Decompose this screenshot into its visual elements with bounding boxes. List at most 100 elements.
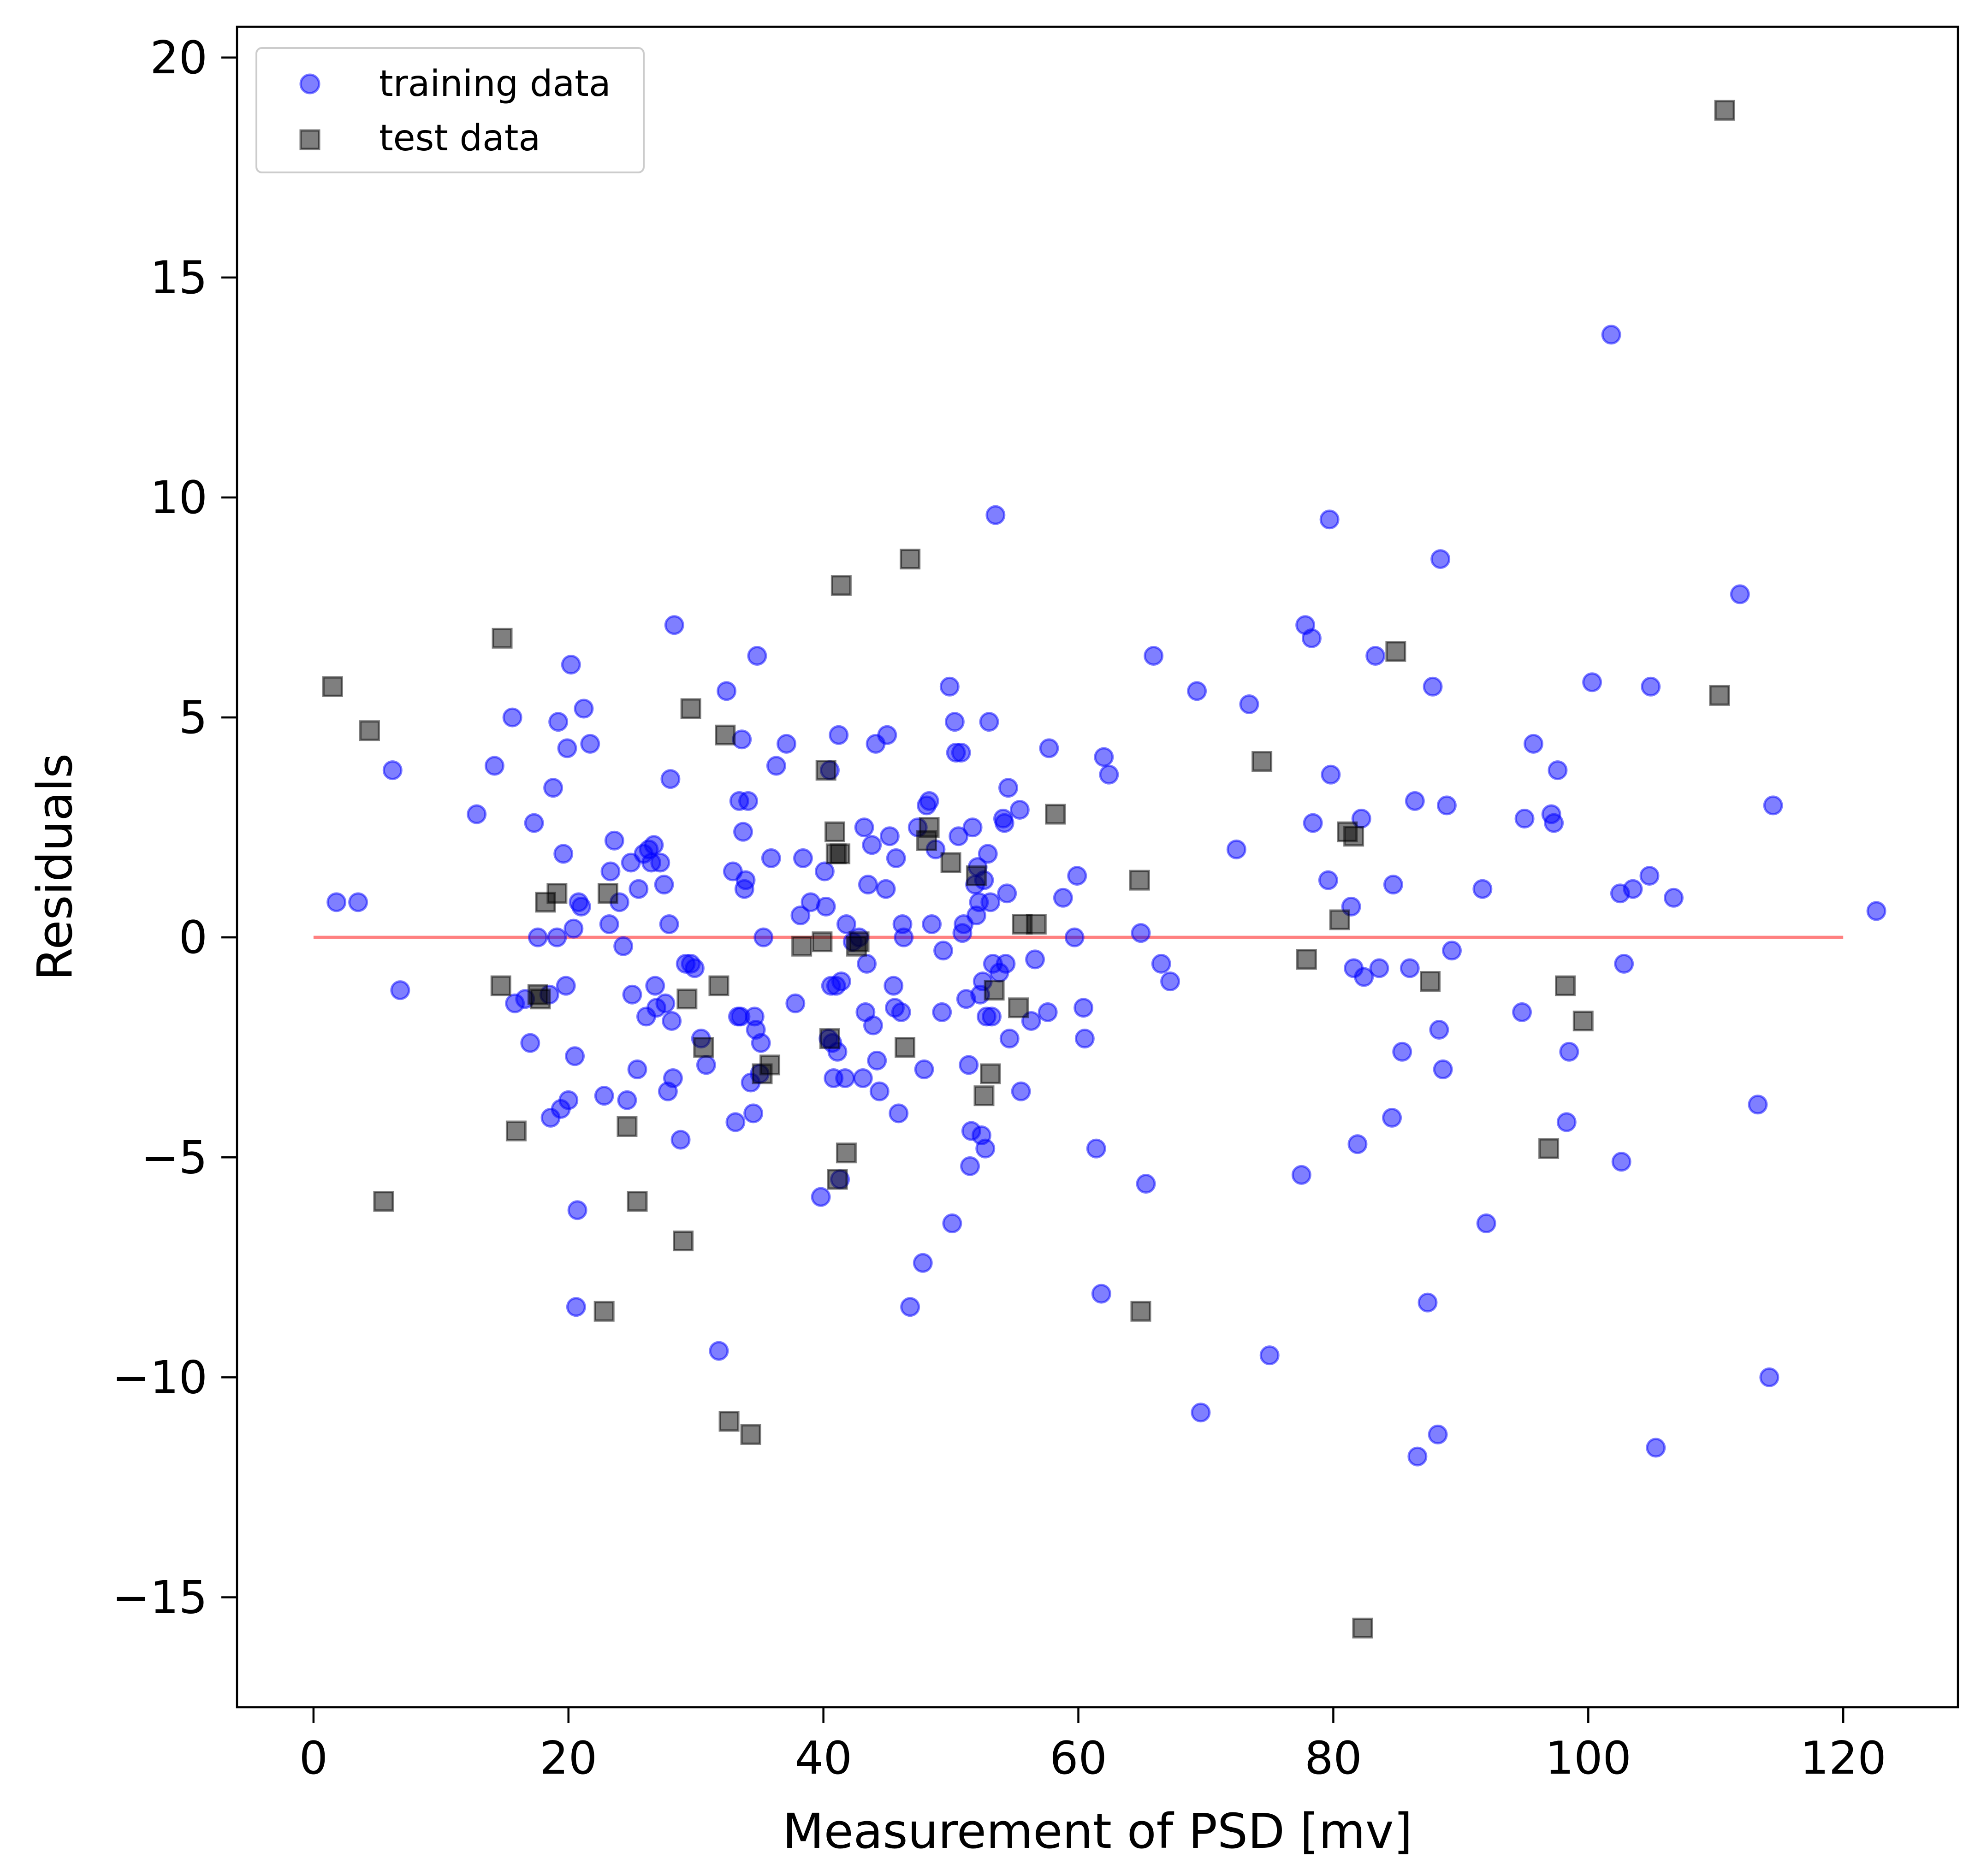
training-data-point <box>1407 1446 1428 1467</box>
training-data-point <box>1436 795 1457 816</box>
training-data-point <box>960 1156 980 1176</box>
training-data-point <box>1623 879 1643 899</box>
training-data-point <box>574 698 594 719</box>
training-data-point <box>622 984 642 1005</box>
training-data-point <box>1131 923 1151 943</box>
training-data-point <box>1303 813 1323 833</box>
training-data-point <box>644 835 664 855</box>
test-data-point <box>673 1231 694 1252</box>
training-data-point <box>629 879 649 899</box>
y-tick-label: −5 <box>141 1131 208 1184</box>
training-data-point <box>558 1090 579 1110</box>
training-data-point <box>1763 795 1783 816</box>
plot-area <box>313 100 1886 1639</box>
training-data-point <box>889 1103 909 1124</box>
training-data-point <box>914 1059 934 1079</box>
training-data-point <box>484 756 504 776</box>
training-data-point <box>580 734 600 754</box>
test-data-point <box>966 865 987 887</box>
test-data-point <box>1709 685 1730 706</box>
training-data-point <box>944 712 965 732</box>
training-data-point <box>654 875 674 895</box>
training-data-point <box>1318 870 1338 890</box>
training-data-point <box>747 645 767 666</box>
training-data-point <box>997 883 1017 904</box>
training-data-point <box>1187 681 1207 701</box>
test-data-point <box>530 988 551 1010</box>
training-data-point <box>978 844 998 864</box>
training-data-point <box>1759 1367 1779 1387</box>
training-data-point <box>567 1200 587 1220</box>
y-tick-label: −10 <box>112 1351 208 1404</box>
training-data-point <box>753 927 774 947</box>
training-data-point <box>761 848 781 868</box>
training-data-point <box>627 1059 647 1079</box>
training-data-point <box>1291 1165 1311 1185</box>
training-data-point <box>594 1086 614 1106</box>
training-data-point <box>853 1068 873 1089</box>
training-data-point <box>548 712 569 732</box>
training-data-point <box>857 953 877 974</box>
training-data-point <box>1365 645 1386 666</box>
training-data-point <box>949 826 969 846</box>
training-data-point <box>1259 1345 1280 1366</box>
test-data-point <box>1352 1617 1373 1639</box>
test-data-point <box>836 1142 857 1164</box>
training-data-point <box>1354 967 1374 987</box>
test-data-point <box>819 1028 840 1049</box>
test-data-point <box>1026 914 1047 935</box>
test-data-point <box>980 1063 1001 1084</box>
training-data-point <box>662 1011 682 1031</box>
training-data-point <box>982 1006 1002 1027</box>
training-data-point <box>663 1068 683 1089</box>
test-data-point <box>546 883 568 904</box>
training-data-point <box>696 1055 716 1075</box>
test-data-point <box>505 1120 527 1142</box>
training-data-point <box>1011 1081 1031 1101</box>
y-tick-label: 15 <box>150 252 208 304</box>
x-axis-label: Measurement of PSD [mv] <box>783 1803 1412 1859</box>
training-data-point <box>836 914 856 935</box>
training-data-point <box>664 615 684 635</box>
test-data-point <box>1572 1010 1594 1031</box>
training-data-point <box>835 1068 855 1089</box>
axes-frame <box>236 25 1959 1709</box>
training-data-point <box>863 1015 883 1036</box>
training-data-point <box>326 892 347 912</box>
test-data-point <box>1538 1138 1560 1159</box>
test-data-point <box>827 1169 848 1190</box>
test-data-point <box>708 975 730 996</box>
training-data-point <box>869 1081 890 1101</box>
test-data-point <box>1385 641 1406 662</box>
training-data-point <box>390 980 410 1000</box>
test-data-series <box>322 100 1735 1639</box>
training-data-point <box>1472 879 1493 899</box>
test-data-point <box>1343 826 1364 847</box>
training-data-point <box>1664 888 1684 908</box>
test-data-point <box>617 1116 638 1137</box>
training-data-point <box>1428 1424 1448 1444</box>
training-data-point <box>524 813 544 833</box>
training-data-point <box>655 993 676 1013</box>
training-data-point <box>1548 760 1568 781</box>
test-data-point <box>715 724 736 746</box>
x-tick-label: 100 <box>1545 1732 1631 1785</box>
training-data-point <box>876 879 896 899</box>
training-data-point <box>1641 676 1661 697</box>
training-data-point <box>858 875 878 895</box>
test-data-point <box>680 698 701 719</box>
training-data-point <box>894 927 914 947</box>
x-tick-label: 20 <box>540 1732 597 1785</box>
training-data-point <box>1151 953 1171 974</box>
training-data-point <box>879 826 900 846</box>
test-data-point <box>676 988 698 1010</box>
training-data-point <box>1074 1029 1095 1049</box>
test-data-point <box>593 1301 615 1322</box>
training-data-point <box>793 848 813 868</box>
y-axis-label: Residuals <box>27 753 83 981</box>
training-data-point <box>733 822 753 842</box>
training-data-point <box>877 725 897 745</box>
training-data-point <box>1099 764 1119 785</box>
training-data-point <box>1053 888 1073 908</box>
training-data-point <box>709 1341 729 1361</box>
